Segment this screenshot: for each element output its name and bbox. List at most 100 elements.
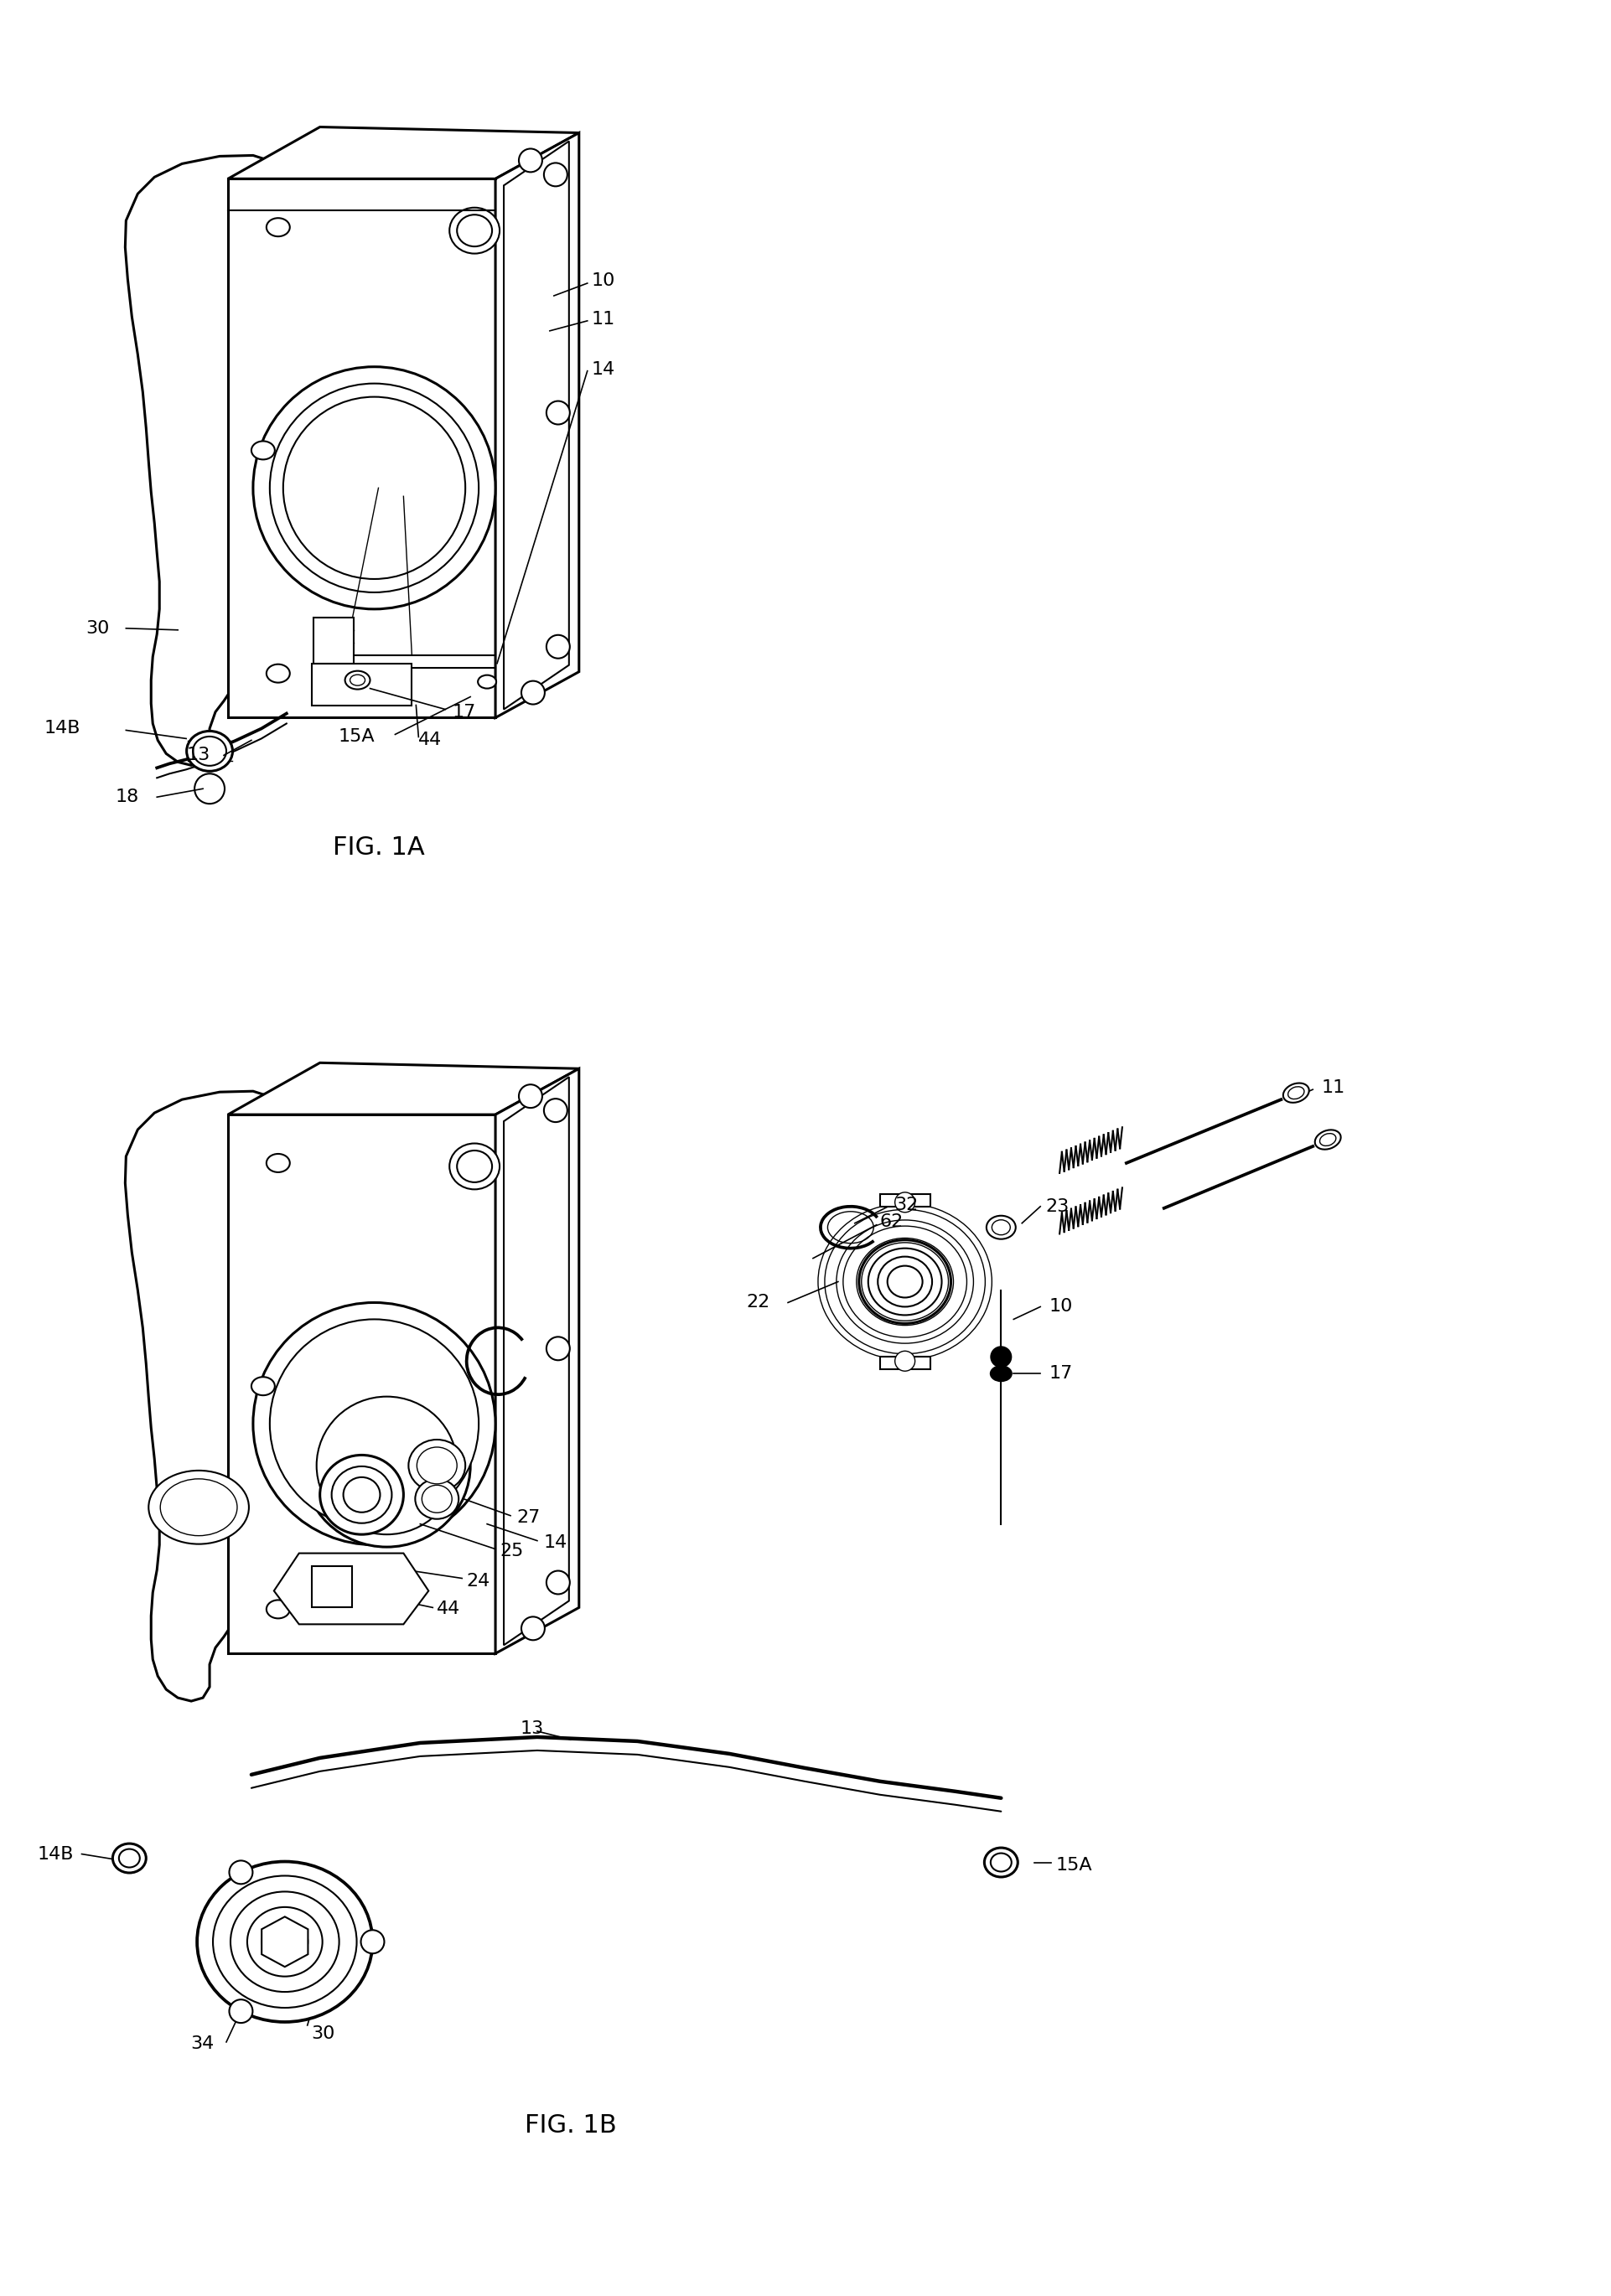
Polygon shape [504,1077,569,1646]
Polygon shape [311,1566,351,1607]
Ellipse shape [187,730,232,771]
Polygon shape [496,1068,578,1653]
Text: 14B: 14B [43,721,81,737]
Ellipse shape [868,1249,942,1316]
Polygon shape [880,1357,930,1368]
Ellipse shape [113,1844,147,1874]
Ellipse shape [417,1446,458,1483]
Ellipse shape [878,1256,933,1306]
Text: 14B: 14B [37,1846,74,1862]
Ellipse shape [193,737,226,767]
Text: 44: 44 [419,732,441,748]
Ellipse shape [119,1848,140,1867]
Circle shape [519,1084,543,1109]
Text: 30: 30 [85,620,110,636]
Ellipse shape [269,1320,478,1529]
Circle shape [195,774,224,804]
Ellipse shape [230,1892,340,1993]
Circle shape [546,1336,570,1359]
Text: 10: 10 [591,273,615,289]
Circle shape [522,682,545,705]
Circle shape [896,1192,915,1212]
Circle shape [545,163,567,186]
Circle shape [546,636,570,659]
Polygon shape [229,1114,496,1653]
Ellipse shape [148,1469,248,1543]
Text: 10: 10 [1049,1297,1073,1316]
Ellipse shape [991,1366,1012,1382]
Polygon shape [274,1552,429,1623]
Ellipse shape [1282,1084,1310,1102]
Circle shape [361,1931,385,1954]
Text: 44: 44 [437,1600,461,1619]
Polygon shape [261,1917,308,1968]
Ellipse shape [458,216,491,246]
Ellipse shape [266,218,290,236]
Text: 25: 25 [499,1543,524,1559]
Polygon shape [311,664,412,705]
Ellipse shape [332,1467,391,1522]
Text: 11: 11 [1321,1079,1345,1095]
Ellipse shape [350,675,366,687]
Ellipse shape [197,1862,372,2023]
Circle shape [546,402,570,425]
Polygon shape [504,140,569,709]
Ellipse shape [253,1302,496,1545]
Text: 32: 32 [896,1196,918,1212]
Ellipse shape [478,675,496,689]
Text: 14: 14 [545,1534,567,1550]
Circle shape [896,1350,915,1371]
Ellipse shape [251,1378,275,1396]
Polygon shape [229,126,578,179]
Text: 18: 18 [114,790,139,806]
Ellipse shape [284,397,466,579]
Ellipse shape [266,664,290,682]
Ellipse shape [984,1848,1018,1878]
Text: 24: 24 [466,1573,490,1589]
Ellipse shape [1315,1130,1340,1150]
Ellipse shape [321,1456,403,1534]
Ellipse shape [458,1150,491,1182]
Text: 17: 17 [453,703,475,721]
Text: 13: 13 [187,746,209,765]
Ellipse shape [159,1479,237,1536]
Text: 22: 22 [746,1295,770,1311]
Polygon shape [126,156,279,765]
Polygon shape [126,1091,279,1701]
Ellipse shape [992,1219,1010,1235]
Text: 11: 11 [591,310,615,328]
Ellipse shape [991,1853,1012,1871]
Ellipse shape [859,1240,950,1322]
Polygon shape [313,618,353,664]
Text: 15A: 15A [338,728,375,746]
Text: 62: 62 [880,1212,904,1231]
Ellipse shape [303,1384,470,1548]
Text: FIG. 1A: FIG. 1A [332,836,424,859]
Ellipse shape [1319,1134,1336,1146]
Ellipse shape [422,1486,453,1513]
Circle shape [519,149,543,172]
Ellipse shape [449,207,499,253]
Polygon shape [229,179,496,719]
Ellipse shape [251,441,275,459]
Ellipse shape [986,1215,1015,1240]
Circle shape [522,1616,545,1639]
Text: 23: 23 [1046,1199,1070,1215]
Circle shape [546,1570,570,1593]
Ellipse shape [269,383,478,592]
Polygon shape [229,1063,578,1114]
Text: 13: 13 [520,1720,545,1738]
Ellipse shape [263,1922,308,1963]
Text: 27: 27 [516,1508,540,1525]
Ellipse shape [266,1155,290,1173]
Text: FIG. 1B: FIG. 1B [525,2112,617,2138]
Ellipse shape [253,367,496,608]
Text: 30: 30 [311,2025,335,2041]
Ellipse shape [888,1265,923,1297]
Text: 34: 34 [190,2034,214,2053]
Ellipse shape [266,1600,290,1619]
Circle shape [229,1860,253,1885]
Text: 15A: 15A [1055,1857,1092,1874]
Ellipse shape [246,1908,322,1977]
Text: 17: 17 [1049,1366,1073,1382]
